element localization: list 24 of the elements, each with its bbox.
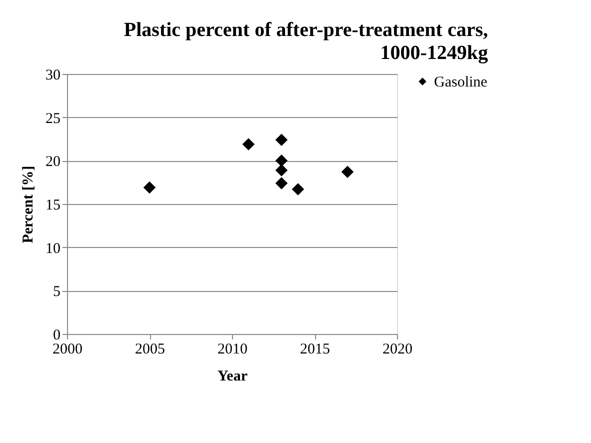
x-tick-label: 2020 (382, 342, 412, 358)
point (341, 166, 354, 178)
y-tick-label: 15 (46, 198, 60, 214)
point (275, 154, 288, 167)
point (143, 181, 156, 194)
legend-label: Gasoline (434, 74, 488, 90)
y-tick-label: 30 (46, 68, 60, 84)
x-tick-label: 2005 (135, 342, 165, 358)
point (275, 164, 288, 176)
y-tick-label: 10 (46, 240, 60, 257)
y-tick-label: 5 (53, 284, 60, 300)
x-tick-label: 2010 (218, 342, 248, 358)
x-tick-label: 2000 (52, 342, 82, 358)
point (275, 134, 288, 146)
y-axis-title: Percent [%] (20, 166, 36, 244)
point (242, 138, 255, 150)
y-tick-label: 20 (46, 154, 60, 170)
point (275, 177, 288, 190)
y-tick-label: 0 (53, 328, 60, 344)
chart-title: Plastic percent of after-pre-treatment cars, 1000-1249kg (124, 19, 488, 64)
point (292, 183, 304, 196)
x-tick-label: 2015 (300, 342, 330, 358)
y-tick-label: 25 (46, 110, 60, 127)
x-axis-title: Year (218, 368, 248, 384)
